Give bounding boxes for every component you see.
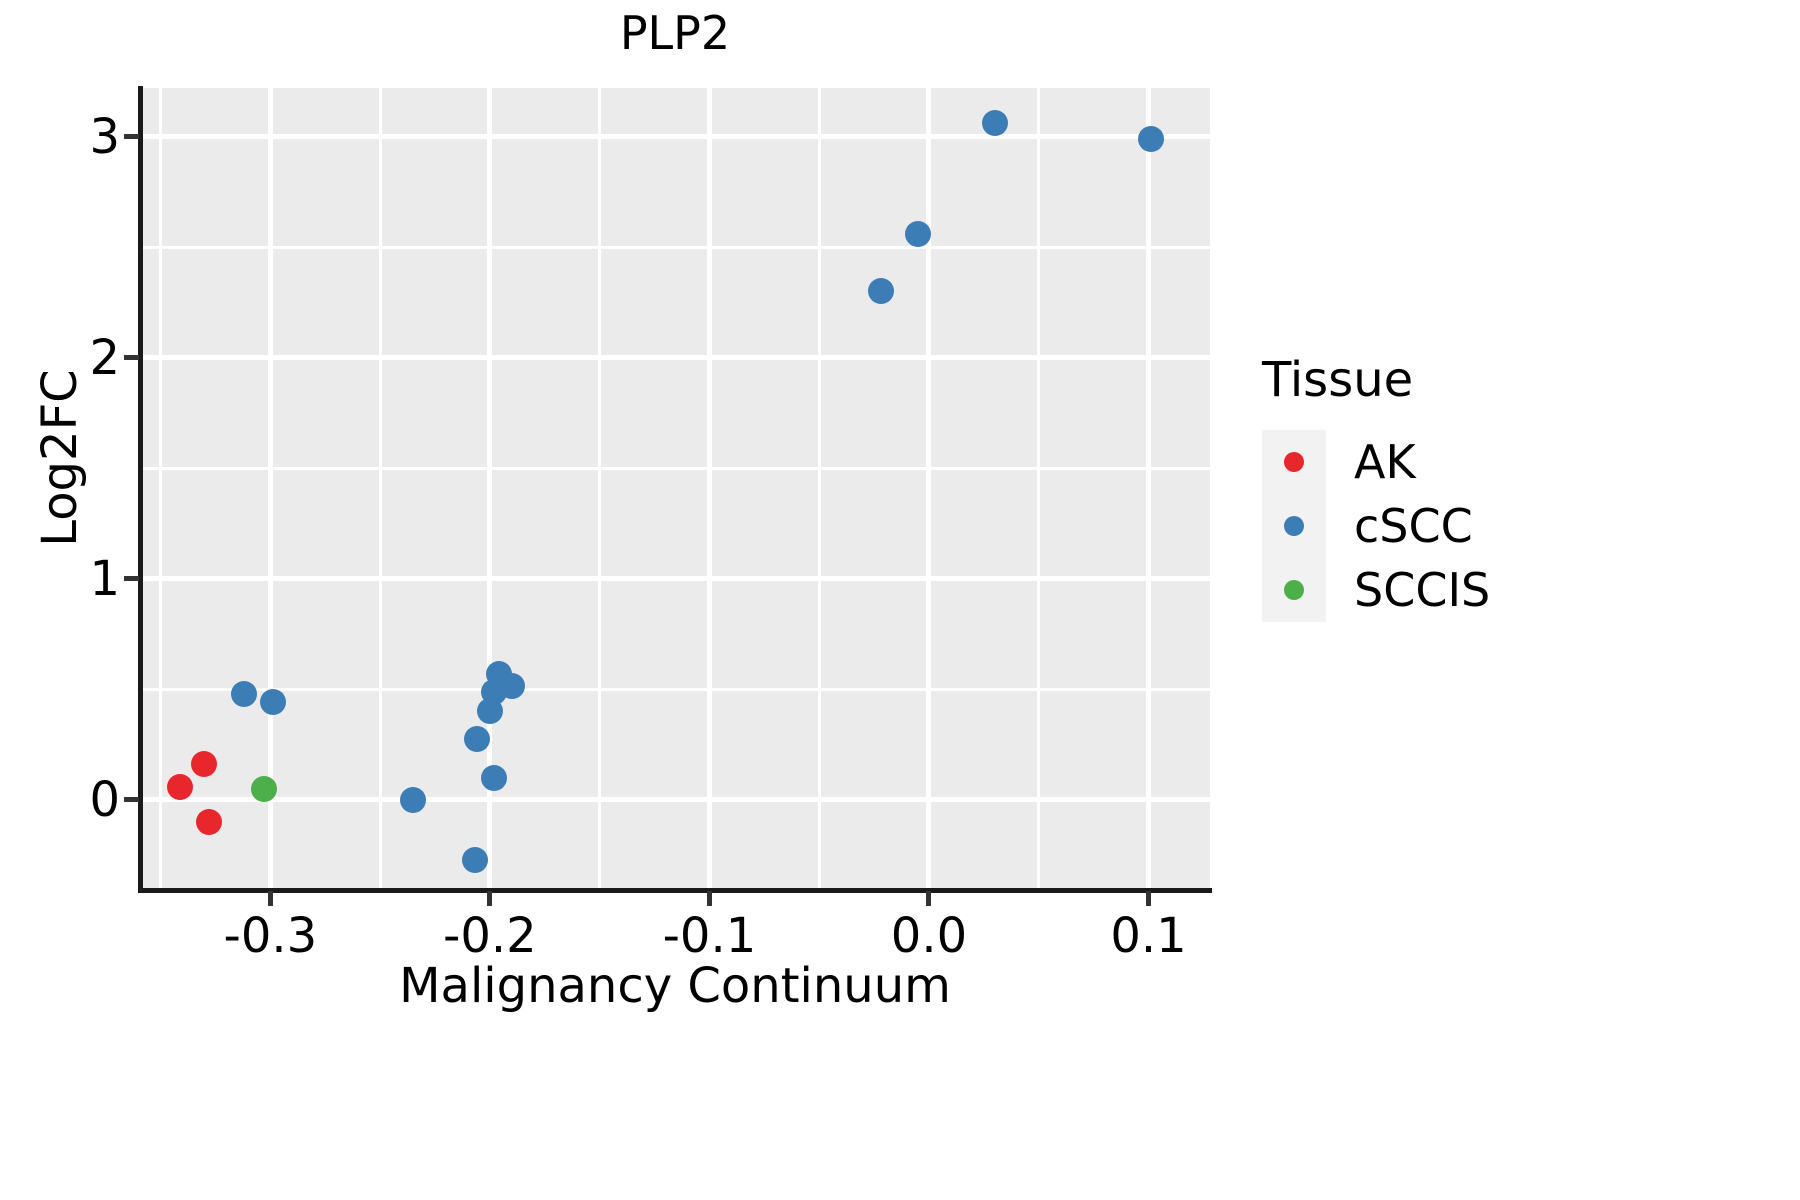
data-point-cscc xyxy=(476,698,503,725)
gridline-major-y xyxy=(143,797,1210,803)
page-title: PLP2 xyxy=(619,6,731,60)
y-axis-tick xyxy=(124,134,139,140)
x-axis-line xyxy=(138,888,1212,893)
y-axis-tick xyxy=(124,576,139,582)
legend-dot-icon xyxy=(1284,516,1304,536)
gridline-minor-x xyxy=(159,88,163,888)
legend-key-swatch xyxy=(1262,494,1326,558)
x-axis-tick-label: -0.3 xyxy=(223,908,318,964)
legend-key-swatch xyxy=(1262,558,1326,622)
legend-item-sccis[interactable]: SCCIS xyxy=(1262,558,1782,622)
x-axis-tick-label: 0.1 xyxy=(1110,908,1187,964)
gridline-minor-y xyxy=(143,245,1210,249)
legend-title: Tissue xyxy=(1262,352,1414,408)
x-axis-tick-label: -0.2 xyxy=(443,908,537,964)
y-axis-tick-label: 3 xyxy=(89,108,120,165)
gridline-minor-x xyxy=(1037,88,1041,888)
plot-panel xyxy=(143,88,1210,888)
data-point-cscc xyxy=(867,278,894,305)
gridline-minor-x xyxy=(598,88,602,888)
legend-item-ak[interactable]: AK xyxy=(1262,430,1782,494)
x-axis-tick xyxy=(706,891,712,906)
data-point-cscc xyxy=(230,680,257,707)
gridline-minor-x xyxy=(817,88,821,888)
legend: Tissue AK cSCC SCCIS xyxy=(1262,352,1782,622)
data-point-cscc xyxy=(905,220,931,247)
y-axis-line xyxy=(138,86,143,892)
x-axis-tick xyxy=(1146,891,1152,906)
data-point-ak xyxy=(167,774,194,801)
data-point-cscc xyxy=(259,689,286,716)
legend-key-swatch xyxy=(1262,430,1326,494)
y-axis-tick-label: 2 xyxy=(89,329,120,386)
x-axis-title: Malignancy Continuum xyxy=(399,958,951,1014)
y-axis-tick xyxy=(124,355,139,361)
x-axis-tick xyxy=(267,891,273,906)
y-axis-title: Log2FC xyxy=(32,369,88,547)
gridline-major-x xyxy=(706,88,712,888)
gridline-major-y xyxy=(143,576,1210,582)
x-axis-tick-label: -0.1 xyxy=(662,908,757,964)
legend-item-label: AK xyxy=(1354,435,1416,489)
x-axis-tick xyxy=(926,891,932,906)
legend-item-label: SCCIS xyxy=(1354,563,1491,617)
gridline-major-x xyxy=(1146,88,1152,888)
gridline-minor-x xyxy=(378,88,382,888)
data-point-cscc xyxy=(463,725,490,752)
gridline-major-x xyxy=(926,88,932,888)
data-point-ak xyxy=(195,808,222,835)
legend-item-label: cSCC xyxy=(1354,499,1473,553)
gridline-major-y xyxy=(143,134,1210,140)
gridline-minor-y xyxy=(143,466,1210,470)
data-point-cscc xyxy=(981,110,1008,137)
legend-item-cscc[interactable]: cSCC xyxy=(1262,494,1782,558)
gridline-major-x xyxy=(267,88,273,888)
legend-items: AK cSCC SCCIS xyxy=(1262,430,1782,622)
legend-dot-icon xyxy=(1284,452,1304,472)
data-point-cscc xyxy=(461,847,488,874)
gridline-major-y xyxy=(143,355,1210,361)
data-point-cscc xyxy=(481,764,508,791)
x-axis-tick xyxy=(487,891,493,906)
data-point-ak xyxy=(191,751,218,778)
gridline-minor-y xyxy=(143,687,1210,691)
y-axis-tick xyxy=(124,797,139,803)
y-axis-tick-label: 1 xyxy=(89,550,120,607)
data-point-cscc xyxy=(1137,125,1164,152)
data-point-sccis xyxy=(250,775,277,802)
x-axis-tick-label: 0.0 xyxy=(890,908,968,964)
y-axis-tick-label: 0 xyxy=(89,771,120,828)
data-point-cscc xyxy=(400,786,427,813)
gridline-major-x xyxy=(487,88,493,888)
legend-dot-icon xyxy=(1284,580,1304,600)
